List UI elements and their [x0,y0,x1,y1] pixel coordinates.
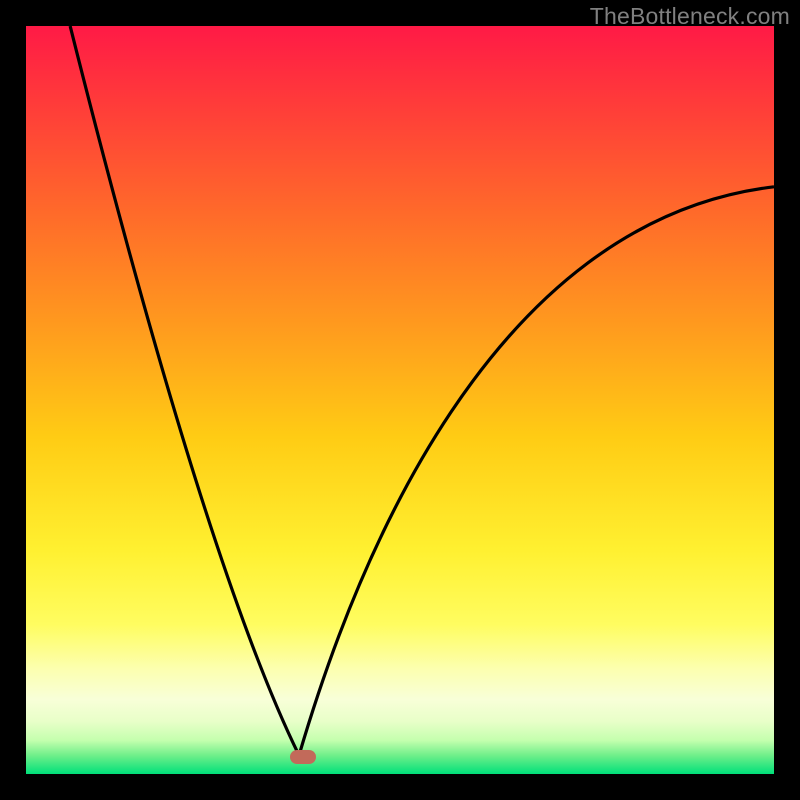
chart-frame: TheBottleneck.com [0,0,800,800]
plot-area [26,26,774,774]
gradient-background [26,26,774,774]
attribution-text: TheBottleneck.com [590,3,790,30]
minimum-marker [290,750,316,764]
